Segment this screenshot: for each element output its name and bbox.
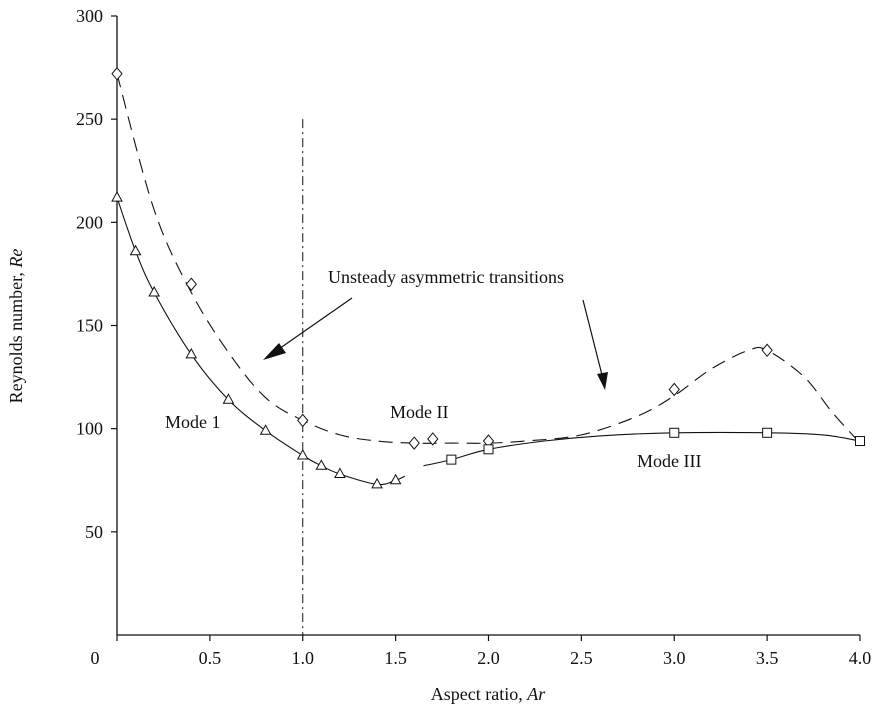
y-axis-title-text: Reynolds number, [6, 268, 26, 404]
mode-2-label: Mode II [390, 402, 448, 422]
arrow-right-shaft [582, 299, 603, 376]
x-axis-title-text: Aspect ratio, [431, 684, 527, 704]
data-point-square [483, 444, 494, 455]
y-tick-label: 300 [76, 6, 103, 26]
data-point-triangle [334, 467, 346, 479]
data-point-diamond [668, 382, 680, 397]
x-tick-label: 2.5 [570, 648, 593, 668]
series-markers [111, 66, 865, 489]
data-point-triangle [315, 459, 328, 470]
x-tick-label: 0.5 [199, 648, 222, 668]
series-diamond-line [116, 73, 861, 444]
mode-3-label: Mode III [637, 451, 701, 471]
y-axis-title-symbol: Re [6, 249, 26, 269]
data-point-triangle [129, 244, 142, 256]
x-axis-title-symbol: Ar [526, 684, 546, 704]
y-tick-label: 50 [85, 522, 103, 542]
data-point-triangle [185, 347, 198, 359]
data-point-triangle [222, 393, 235, 404]
x-tick-label: 3.0 [663, 648, 686, 668]
arrow-left-shaft [275, 297, 353, 352]
series-square-line [423, 431, 861, 467]
data-point-diamond [185, 277, 197, 292]
x-tick-label: 3.5 [756, 648, 779, 668]
y-axis-title: Reynolds number, Re [6, 249, 26, 404]
data-point-square [669, 427, 680, 438]
x-tick-label: 4.0 [849, 648, 872, 668]
x-tick-label: 1.5 [384, 648, 407, 668]
data-point-diamond [408, 436, 420, 450]
y-tick-label: 150 [76, 316, 103, 336]
data-point-triangle [296, 448, 309, 460]
unsteady-transitions-label: Unsteady asymmetric transitions [328, 267, 564, 287]
x-axis-title: Aspect ratio, Ar [431, 684, 546, 704]
data-point-square [855, 436, 865, 447]
x-tick-label: 2.0 [477, 648, 500, 668]
y-ticks: 50 100 150 200 250 300 [76, 6, 117, 542]
data-point-triangle [111, 191, 123, 202]
y-tick-label: 100 [76, 419, 103, 439]
series-triangle-line [116, 197, 406, 486]
data-point-triangle [148, 285, 160, 297]
axes [116, 16, 860, 636]
y-tick-label: 200 [76, 212, 103, 232]
y-tick-label: 250 [76, 109, 103, 129]
data-point-square [762, 427, 773, 438]
data-point-triangle [389, 473, 402, 485]
data-point-diamond [427, 432, 439, 446]
arrow-right-head [597, 372, 608, 390]
data-point-triangle [259, 424, 272, 435]
arrow-left-head [263, 343, 286, 360]
x-tick-label: 1.0 [292, 648, 315, 668]
x-tick-label: 0 [91, 648, 100, 668]
annotations: Mode 1 Mode II Mode III Unsteady asymmet… [165, 267, 701, 471]
data-point-diamond [297, 413, 309, 428]
x-ticks: 0 0.5 1.0 1.5 2.0 2.5 3.0 3.5 4.0 [91, 635, 872, 668]
data-point-square [446, 454, 457, 465]
data-point-triangle [371, 477, 383, 489]
data-point-diamond [761, 343, 773, 358]
mode-1-label: Mode 1 [165, 412, 221, 432]
data-point-diamond [111, 66, 123, 81]
